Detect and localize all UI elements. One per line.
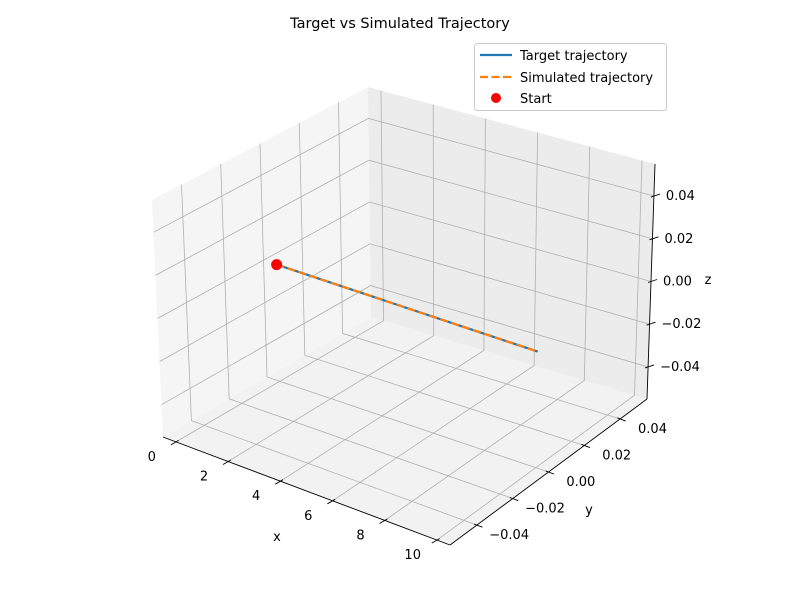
x-tick-label: 8 xyxy=(356,528,364,543)
legend-label-target: Target trajectory xyxy=(519,49,628,64)
x-tick-label: 10 xyxy=(404,548,421,563)
y-tick-mark xyxy=(509,497,519,502)
y-grid-line xyxy=(181,184,478,526)
chart-title: Target vs Simulated Trajectory xyxy=(289,16,510,32)
x-grid-line xyxy=(227,104,435,462)
axis-panes xyxy=(152,87,655,545)
data-series xyxy=(271,259,539,353)
x-tick-label: 4 xyxy=(252,489,260,504)
x-tick-mark xyxy=(274,479,284,485)
target-trajectory-line xyxy=(276,263,539,353)
x-grid-line xyxy=(332,132,538,502)
y-grid-line xyxy=(338,102,621,420)
y-axis-label: y xyxy=(585,503,593,518)
legend-swatch-start xyxy=(491,93,501,103)
x-tick-mark xyxy=(379,518,388,524)
x-grid-line xyxy=(175,90,384,443)
y-tick-label: 0.04 xyxy=(638,422,667,437)
legend: Target trajectory Simulated trajectory S… xyxy=(474,43,667,111)
x-tick-mark xyxy=(327,498,336,505)
back-pane xyxy=(368,87,655,399)
y-tick-label: −0.04 xyxy=(489,528,529,543)
x-tick-mark xyxy=(431,538,440,544)
z-tick-label: −0.02 xyxy=(662,317,702,332)
z-tick-label: 0.00 xyxy=(663,275,692,290)
y-tick-mark xyxy=(473,523,483,528)
left-pane xyxy=(152,87,371,437)
z-grid-line xyxy=(159,243,650,362)
z-tick-label: 0.04 xyxy=(666,189,695,204)
z-grid-line xyxy=(157,201,652,319)
z-grid-line xyxy=(155,159,653,276)
z-tick-label: 0.02 xyxy=(665,232,694,247)
tick-marks xyxy=(170,193,661,544)
y-grid-line xyxy=(220,163,513,499)
start-marker xyxy=(271,259,283,271)
grid-lines xyxy=(153,90,655,541)
y-tick-label: 0.00 xyxy=(566,475,595,490)
tick-labels: 0246810−0.04−0.020.000.020.04−0.04−0.020… xyxy=(148,189,702,563)
z-tick-mark xyxy=(644,364,655,369)
legend-frame xyxy=(474,43,667,111)
y-tick-label: 0.02 xyxy=(602,449,631,464)
z-tick-mark xyxy=(647,279,658,283)
z-tick-label: −0.04 xyxy=(660,360,700,375)
z-tick-mark xyxy=(650,193,661,198)
x-axis-label: x xyxy=(273,530,281,545)
x-axis-line xyxy=(162,436,451,546)
y-grid-line xyxy=(298,122,585,446)
floor-pane xyxy=(163,317,647,545)
legend-label-start: Start xyxy=(520,92,552,107)
y-grid-line xyxy=(259,143,549,473)
legend-label-simulated: Simulated trajectory xyxy=(520,71,653,86)
y-tick-mark xyxy=(545,470,555,475)
z-tick-mark xyxy=(646,321,656,326)
x-tick-label: 2 xyxy=(200,470,208,485)
x-grid-line xyxy=(436,160,643,541)
x-tick-label: 6 xyxy=(304,509,312,524)
x-grid-line xyxy=(384,146,591,521)
z-axis-label: z xyxy=(705,273,712,288)
x-tick-mark xyxy=(170,440,179,446)
x-tick-mark xyxy=(222,459,232,465)
z-grid-line xyxy=(161,285,649,406)
y-tick-label: −0.02 xyxy=(525,502,565,517)
x-tick-label: 0 xyxy=(148,450,156,465)
y-tick-mark xyxy=(617,417,626,422)
y-tick-mark xyxy=(581,443,591,448)
z-grid-line xyxy=(153,117,655,233)
z-tick-mark xyxy=(649,236,659,241)
x-grid-line xyxy=(280,118,486,482)
